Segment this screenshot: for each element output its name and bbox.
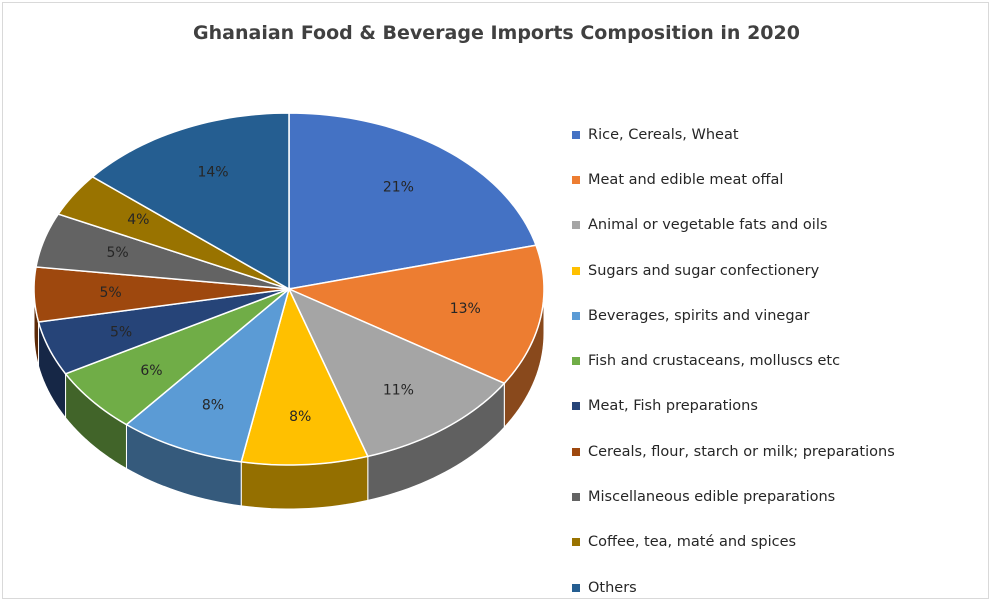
pie-slice-7 <box>33 266 290 323</box>
legend-label: Meat and edible meat offal <box>588 171 784 188</box>
legend-swatch <box>572 402 580 411</box>
pie-slice-3 <box>240 286 369 466</box>
pie-slice-10 <box>91 112 290 291</box>
pie-slice-5 <box>64 288 290 426</box>
legend-item-6: Meat, Fish preparations <box>572 384 895 429</box>
legend-item-8: Miscellaneous edible preparations <box>572 474 895 519</box>
legend-label: Animal or vegetable fats and oils <box>588 217 828 234</box>
pie-slice-2 <box>287 287 506 458</box>
legend-label: Rice, Cereals, Wheat <box>588 126 739 143</box>
legend-label: Cereals, flour, starch or milk; preparat… <box>588 443 895 460</box>
legend-item-10: Others <box>572 565 895 610</box>
data-label-1: 13% <box>450 301 481 317</box>
legend-label: Others <box>588 579 637 596</box>
legend-swatch <box>572 175 580 184</box>
legend-label: Fish and crustaceans, molluscs etc <box>588 353 841 370</box>
legend-label: Coffee, tea, maté and spices <box>588 534 797 551</box>
legend-swatch <box>572 493 580 502</box>
legend-item-5: Fish and crustaceans, molluscs etc <box>572 338 895 383</box>
data-label-5: 6% <box>140 363 162 379</box>
legend-swatch <box>572 266 580 275</box>
legend-item-7: Cereals, flour, starch or milk; preparat… <box>572 429 895 474</box>
legend-item-2: Animal or vegetable fats and oils <box>572 203 895 248</box>
chart-legend: Rice, Cereals, Wheat Meat and edible meat… <box>572 112 895 610</box>
data-label-7: 5% <box>99 285 121 301</box>
data-label-2: 11% <box>383 383 414 399</box>
chart-title: Ghanaian Food & Beverage Imports Composi… <box>193 22 800 44</box>
data-label-3: 8% <box>289 409 311 425</box>
data-label-10: 14% <box>197 165 228 181</box>
pie-slice-0 <box>288 112 538 290</box>
data-label-4: 8% <box>202 397 224 413</box>
legend-swatch <box>572 221 580 230</box>
legend-swatch <box>572 583 580 592</box>
legend-swatch <box>572 130 580 139</box>
legend-item-3: Sugars and sugar confectionery <box>572 248 895 293</box>
legend-label: Meat, Fish preparations <box>588 398 758 415</box>
pie-slice-6 <box>37 288 290 375</box>
data-label-6: 5% <box>110 325 132 341</box>
data-label-0: 21% <box>383 180 414 196</box>
pie-slice-4 <box>125 286 291 463</box>
pie-slice-9 <box>57 175 290 290</box>
legend-swatch <box>572 538 580 547</box>
legend-item-0: Rice, Cereals, Wheat <box>572 112 895 157</box>
legend-swatch <box>572 357 580 366</box>
legend-item-9: Coffee, tea, maté and spices <box>572 520 895 565</box>
data-label-9: 4% <box>127 212 149 228</box>
legend-label: Sugars and sugar confectionery <box>588 262 820 279</box>
legend-swatch <box>572 311 580 320</box>
data-label-8: 5% <box>106 245 128 261</box>
legend-item-1: Meat and edible meat offal <box>572 157 895 202</box>
legend-swatch <box>572 447 580 456</box>
legend-item-4: Beverages, spirits and vinegar <box>572 293 895 338</box>
pie-slice-1 <box>286 244 545 385</box>
pie-slice-8 <box>35 213 290 290</box>
legend-label: Miscellaneous edible preparations <box>588 489 836 506</box>
legend-label: Beverages, spirits and vinegar <box>588 307 810 324</box>
